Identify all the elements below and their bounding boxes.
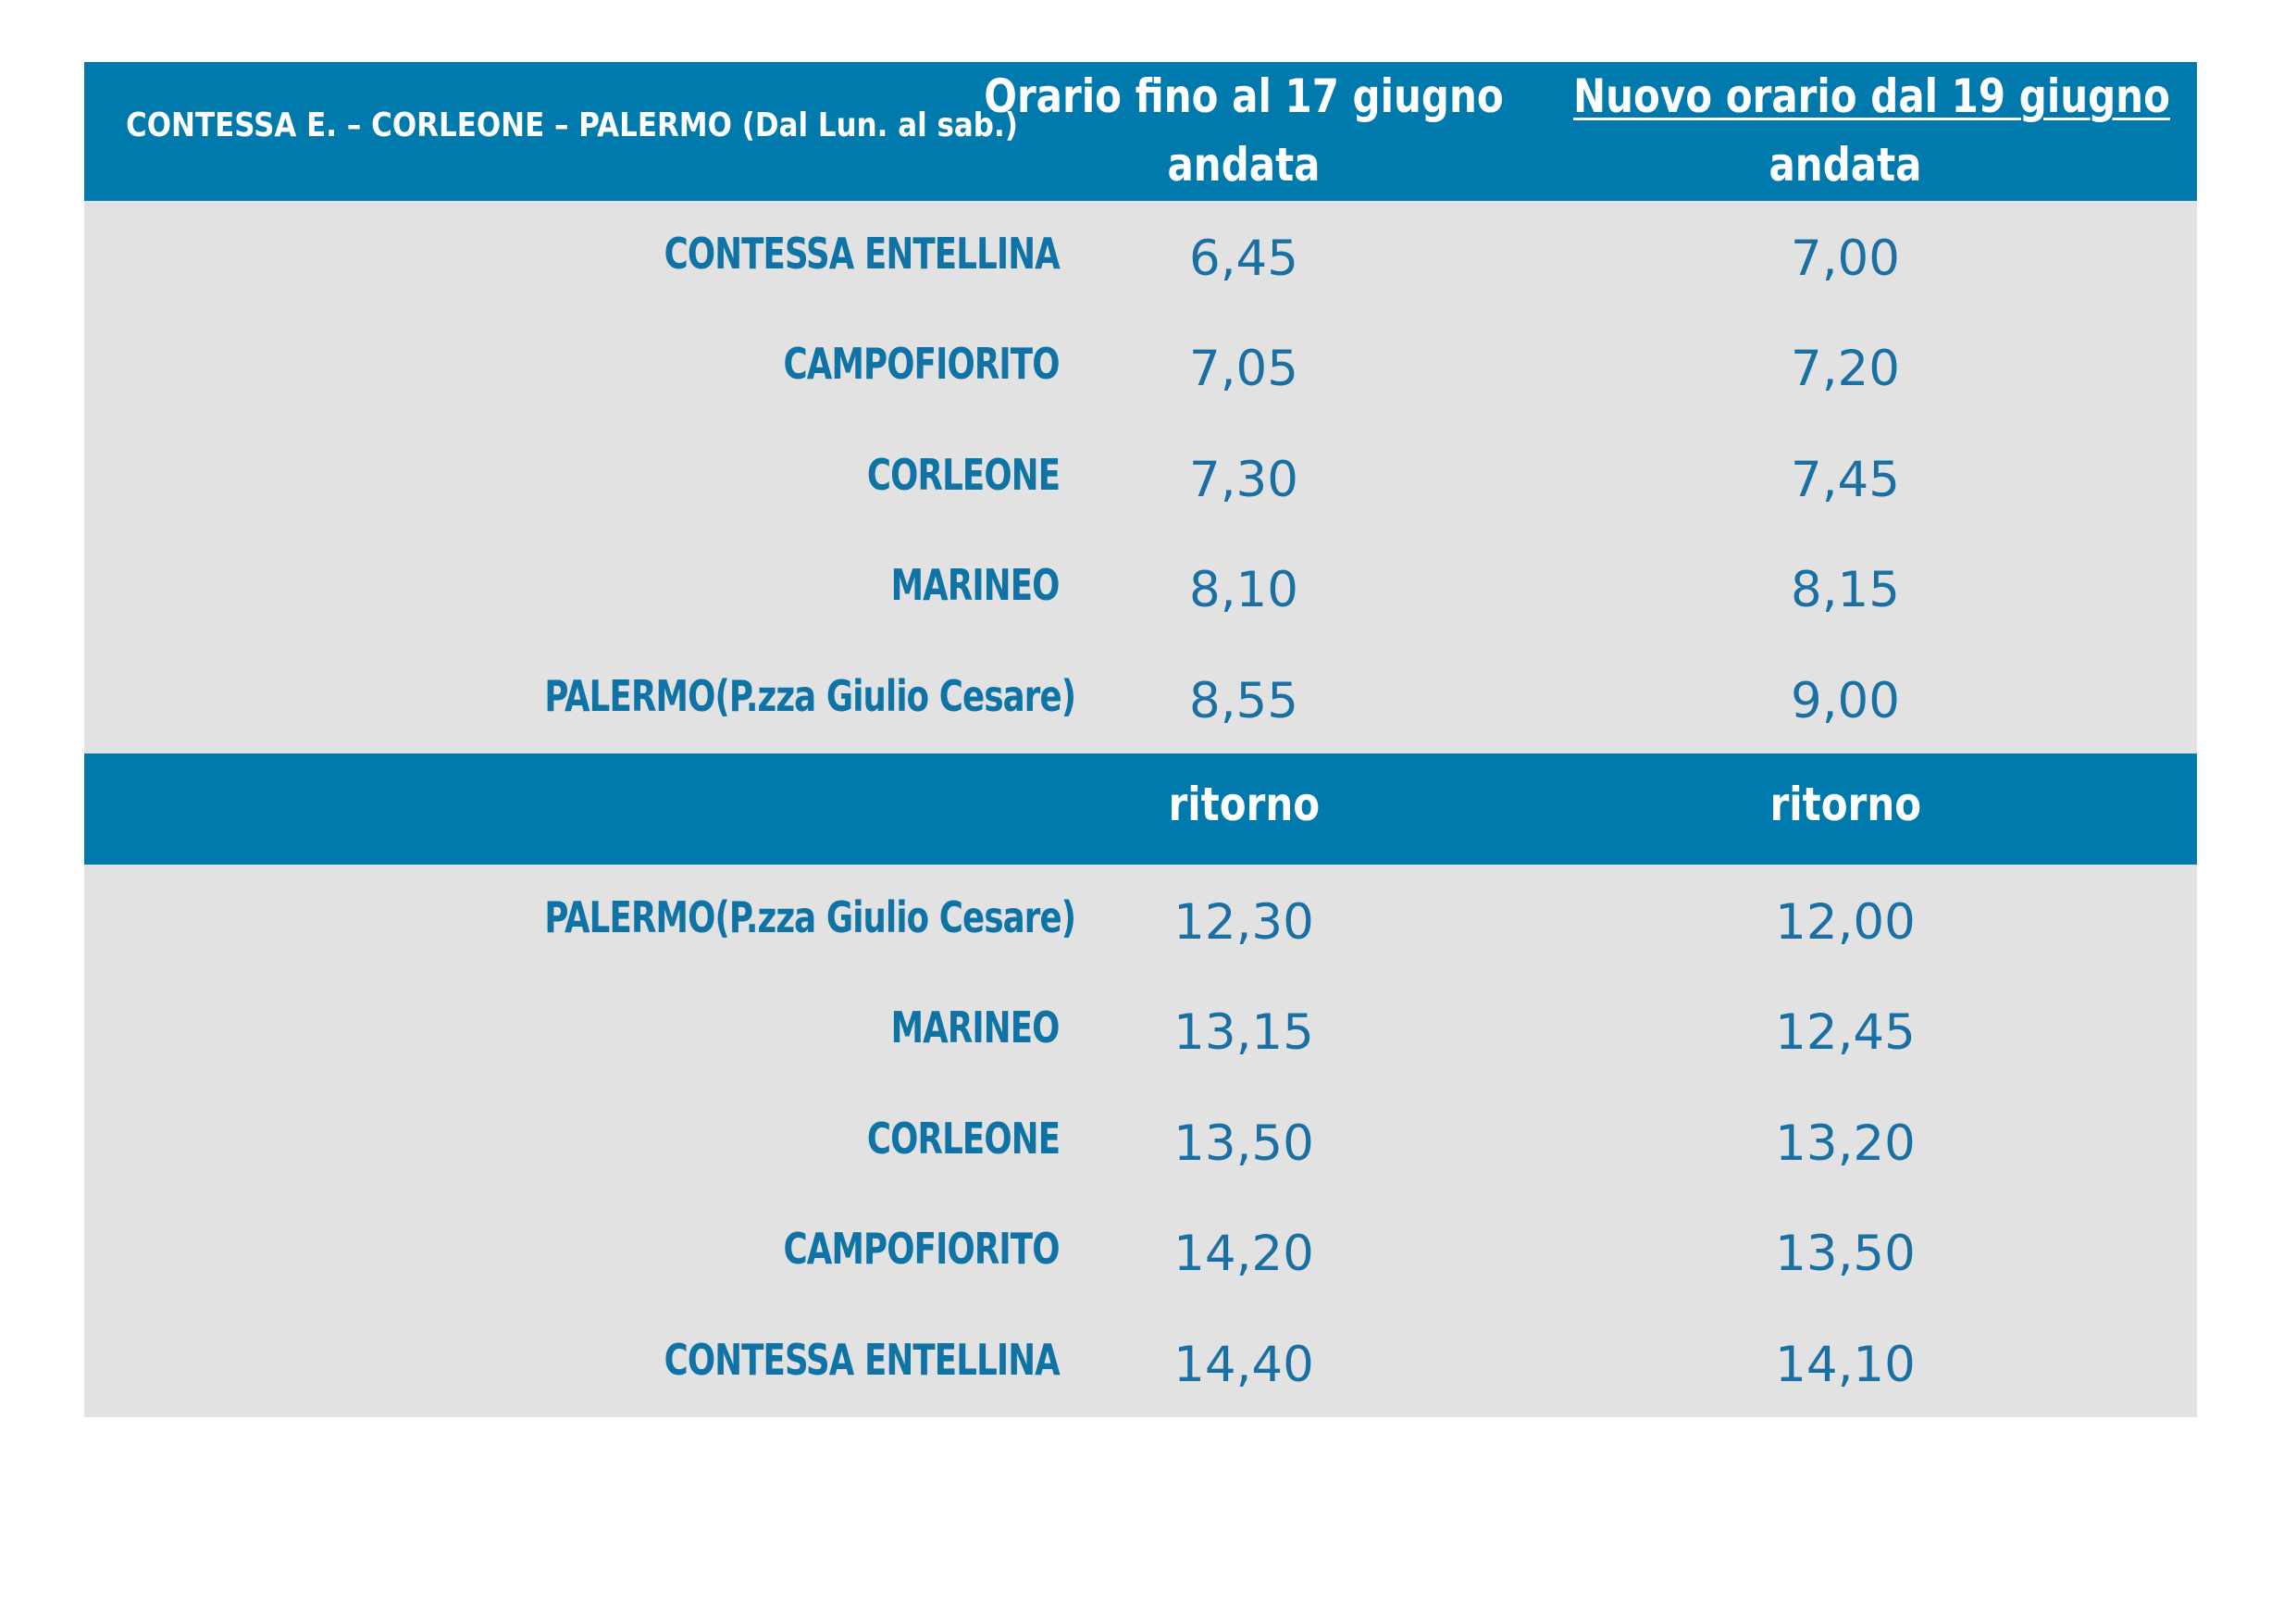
- station-name: CAMPOFIORITO: [783, 1224, 1061, 1275]
- new-time: 13,20: [1775, 1115, 1916, 1172]
- station-name: CAMPOFIORITO: [783, 339, 1061, 390]
- new-time: 7,45: [1790, 451, 1900, 508]
- new-time: 14,10: [1775, 1336, 1916, 1393]
- new-time: 9,00: [1790, 672, 1900, 729]
- return-label-old: ritorno: [920, 778, 1568, 831]
- new-time: 12,00: [1775, 894, 1916, 951]
- old-time: 13,50: [1173, 1115, 1314, 1172]
- old-time: 6,45: [1188, 230, 1298, 287]
- old-time: 7,05: [1188, 341, 1298, 398]
- timetable-header: CONTESSA E. – CORLEONE – PALERMO (Dal Lu…: [84, 62, 2197, 201]
- old-schedule-direction: andata: [1167, 138, 1321, 192]
- station-name: MARINEO: [891, 560, 1061, 611]
- table-row: CONTESSA ENTELLINA 6,45 7,00: [84, 201, 2197, 311]
- old-schedule-title: Orario fino al 17 giugno: [984, 69, 1504, 123]
- old-time: 8,55: [1188, 672, 1298, 729]
- table-row: CONTESSA ENTELLINA 14,40 14,10: [84, 1307, 2197, 1417]
- station-name: PALERMO(P.zza Giulio Cesare): [544, 892, 1076, 942]
- station-name: MARINEO: [891, 1003, 1061, 1053]
- new-time: 13,50: [1775, 1226, 1916, 1283]
- old-time: 13,15: [1173, 1004, 1314, 1062]
- station-name: CONTESSA ENTELLINA: [664, 1334, 1061, 1385]
- old-time: 8,10: [1188, 562, 1298, 619]
- table-row: CORLEONE 13,50 13,20: [84, 1086, 2197, 1196]
- station-name: PALERMO(P.zza Giulio Cesare): [544, 670, 1076, 721]
- new-schedule-title: Nuovo orario dal 19 giugno: [1573, 69, 2170, 123]
- old-time: 7,30: [1188, 451, 1298, 508]
- table-row: CAMPOFIORITO 7,05 7,20: [84, 311, 2197, 421]
- table-row: CAMPOFIORITO 14,20 13,50: [84, 1196, 2197, 1306]
- station-name: CORLEONE: [866, 449, 1061, 500]
- old-time: 12,30: [1173, 894, 1314, 951]
- new-time: 7,00: [1790, 230, 1900, 287]
- table-row: PALERMO(P.zza Giulio Cesare) 12,30 12,00: [84, 865, 2197, 975]
- new-time: 8,15: [1790, 562, 1900, 619]
- outbound-section: CONTESSA ENTELLINA 6,45 7,00 CAMPOFIORIT…: [84, 201, 2197, 753]
- timetable: CONTESSA E. – CORLEONE – PALERMO (Dal Lu…: [84, 62, 2197, 1417]
- route-title: CONTESSA E. – CORLEONE – PALERMO (Dal Lu…: [126, 106, 1018, 144]
- station-name: CONTESSA ENTELLINA: [664, 229, 1061, 279]
- table-row: MARINEO 13,15 12,45: [84, 975, 2197, 1085]
- table-row: PALERMO(P.zza Giulio Cesare) 8,55 9,00: [84, 643, 2197, 753]
- new-schedule-direction: andata: [1769, 138, 1922, 192]
- new-time: 7,20: [1790, 341, 1900, 398]
- return-label-new: ritorno: [1521, 778, 2169, 831]
- table-row: CORLEONE 7,30 7,45: [84, 422, 2197, 532]
- column-header-new-schedule: Nuovo orario dal 19 giugno andata: [1521, 62, 2170, 199]
- old-time: 14,40: [1173, 1336, 1314, 1393]
- return-label-new-text: ritorno: [1769, 778, 1921, 831]
- table-row: MARINEO 8,10 8,15: [84, 532, 2197, 642]
- station-name: CORLEONE: [866, 1113, 1061, 1164]
- column-header-old-schedule: Orario fino al 17 giugno andata: [920, 62, 1568, 199]
- old-time: 14,20: [1173, 1226, 1314, 1283]
- return-label-old-text: ritorno: [1168, 778, 1320, 831]
- new-time: 12,45: [1775, 1004, 1916, 1062]
- return-section: PALERMO(P.zza Giulio Cesare) 12,30 12,00…: [84, 865, 2197, 1417]
- return-header: ritorno ritorno: [84, 753, 2197, 865]
